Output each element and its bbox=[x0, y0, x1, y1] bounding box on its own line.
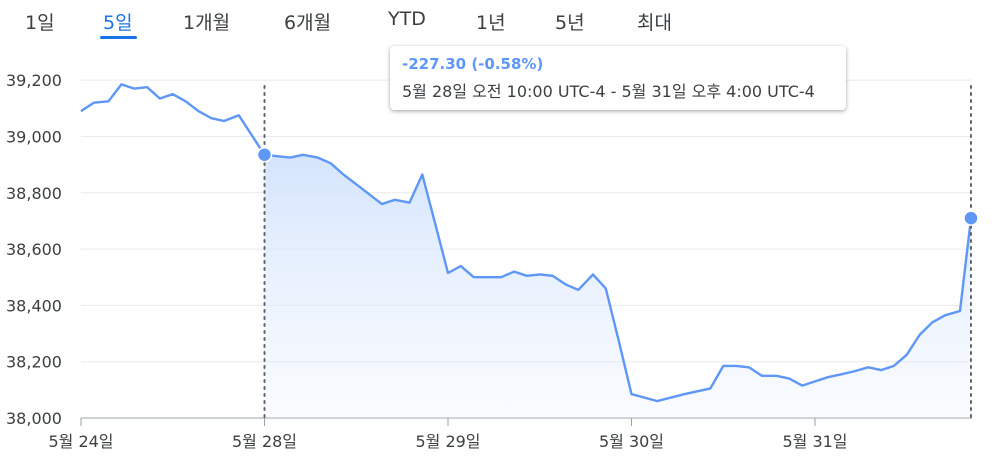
y-tick-label: 38,800 bbox=[6, 184, 62, 203]
y-tick-label: 38,200 bbox=[6, 353, 62, 372]
x-tick-label: 5월 30일 bbox=[599, 432, 664, 451]
y-tick-label: 38,400 bbox=[6, 296, 62, 315]
tab-max[interactable]: 최대 bbox=[637, 12, 672, 34]
price-line bbox=[80, 83, 973, 403]
y-tick-label: 38,000 bbox=[6, 409, 62, 428]
selection-start-marker bbox=[256, 147, 273, 163]
tab-1y[interactable]: 1년 bbox=[476, 12, 506, 34]
tab-1d[interactable]: 1일 bbox=[25, 12, 55, 34]
tab-6m[interactable]: 6개월 bbox=[284, 12, 332, 34]
x-tick-label: 5월 29일 bbox=[415, 432, 480, 451]
range-tabs: 1일 5일 1개월 6개월 YTD 1년 5년 최대 bbox=[0, 0, 993, 44]
selection-markers bbox=[256, 147, 979, 226]
x-tick-label: 5월 28일 bbox=[232, 432, 297, 451]
y-axis-ticks: 38,000 38,200 38,400 38,600 38,800 39,000 39,2… bbox=[6, 71, 62, 428]
tab-ytd[interactable]: YTD bbox=[388, 8, 426, 30]
tab-1m[interactable]: 1개월 bbox=[183, 12, 231, 34]
selection-end-marker bbox=[963, 210, 979, 226]
y-tick-label: 39,200 bbox=[6, 71, 62, 90]
selection-area-fill bbox=[264, 154, 971, 419]
tab-5d[interactable]: 5일 bbox=[103, 12, 133, 34]
tooltip-change: -227.30 (-0.58%) bbox=[402, 55, 544, 73]
x-tick-label: 5월 31일 bbox=[782, 432, 847, 451]
tooltip-range: 5월 28일 오전 10:00 UTC-4 - 5월 31일 오후 4:00 U… bbox=[402, 82, 815, 101]
tab-5y[interactable]: 5년 bbox=[555, 12, 585, 34]
selection-guides bbox=[263, 85, 972, 419]
x-tick-label: 5월 24일 bbox=[48, 432, 113, 451]
active-tab-underline bbox=[100, 36, 137, 39]
range-tooltip: -227.30 (-0.58%) 5월 28일 오전 10:00 UTC-4 -… bbox=[390, 46, 846, 110]
y-tick-label: 38,600 bbox=[6, 240, 62, 259]
y-tick-label: 39,000 bbox=[6, 127, 62, 146]
x-axis-ticks: 5월 24일 5월 28일 5월 29일 5월 30일 5월 31일 bbox=[48, 418, 848, 451]
